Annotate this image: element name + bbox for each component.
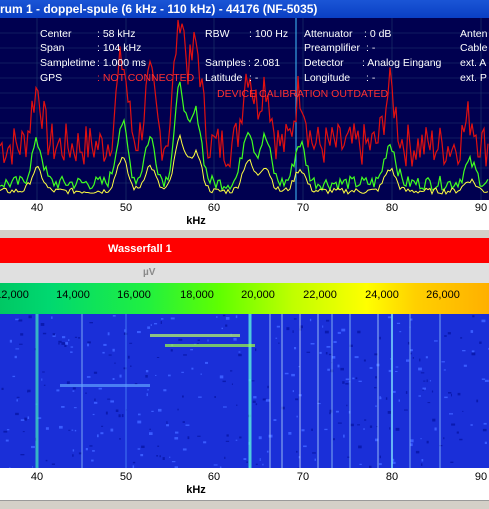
axis-tick: 70 xyxy=(297,202,309,214)
spectrum-plot[interactable]: Center : 58 kHz Span : 104 kHz Sampletim… xyxy=(0,18,489,200)
sampletime-value: : 1.000 ms xyxy=(97,57,146,70)
window-title: rum 1 - doppel-spule (6 kHz - 110 kHz) -… xyxy=(0,0,317,18)
span-label: Span xyxy=(40,42,65,55)
axis-tick: 40 xyxy=(31,202,43,214)
waterfall-display[interactable] xyxy=(0,314,489,468)
antenna-label: Anten xyxy=(460,28,487,41)
window-titlebar: rum 1 - doppel-spule (6 kHz - 110 kHz) -… xyxy=(0,0,489,18)
latitude-value: : - xyxy=(249,72,258,85)
axis-tick: 90 xyxy=(475,471,487,483)
attenuator-value: : 0 dB xyxy=(364,28,391,41)
samples-value: : 2.081 xyxy=(248,57,280,70)
scale-label: 26,000 xyxy=(426,289,460,301)
waterfall-unit-bar: µV xyxy=(0,263,489,283)
spectrum-traces xyxy=(0,18,489,200)
scale-label: 16,000 xyxy=(117,289,151,301)
span-value: : 104 kHz xyxy=(97,42,141,55)
axis-tick: 70 xyxy=(297,471,309,483)
axis-unit-label: kHz xyxy=(186,215,206,227)
longitude-value: : - xyxy=(366,72,375,85)
center-value: : 58 kHz xyxy=(97,28,136,41)
ext-p-label: ext. P xyxy=(460,72,487,85)
scale-label: 12,000 xyxy=(0,289,29,301)
scale-label: 24,000 xyxy=(365,289,399,301)
preamplifier-label: Preamplifier xyxy=(304,42,360,55)
panel-separator xyxy=(0,230,489,238)
ext-a-label: ext. A xyxy=(460,57,486,70)
detector-value: : Analog Eingang xyxy=(362,57,441,70)
axis-tick: 40 xyxy=(31,471,43,483)
spectrum-frequency-axis: 40 50 60 70 80 90 kHz xyxy=(0,200,489,230)
waterfall-header[interactable]: Wasserfall 1 xyxy=(0,238,489,263)
waterfall-unit-label: µV xyxy=(143,267,155,278)
scale-label: 18,000 xyxy=(180,289,214,301)
axis-tick: 60 xyxy=(208,202,220,214)
axis-tick: 90 xyxy=(475,202,487,214)
cable-label: Cable xyxy=(460,42,487,55)
axis-tick: 80 xyxy=(386,202,398,214)
scale-label: 20,000 xyxy=(241,289,275,301)
waterfall-image xyxy=(0,314,489,468)
scale-label: 14,000 xyxy=(56,289,90,301)
gps-value: : NOT CONNECTED xyxy=(97,72,194,85)
axis-tick: 80 xyxy=(386,471,398,483)
calibration-warning: DEVICE CALIBRATION OUTDATED xyxy=(217,88,388,101)
waterfall-color-scale: 12,000 14,000 16,000 18,000 20,000 22,00… xyxy=(0,283,489,314)
waterfall-frequency-axis: 40 50 60 70 80 90 kHz xyxy=(0,468,489,500)
attenuator-label: Attenuator xyxy=(304,28,352,41)
waterfall-title: Wasserfall 1 xyxy=(108,243,172,255)
detector-label: Detector xyxy=(304,57,344,70)
center-label: Center xyxy=(40,28,72,41)
axis-unit-label: kHz xyxy=(186,484,206,496)
sampletime-label: Sampletime xyxy=(40,57,95,70)
longitude-label: Longitude xyxy=(304,72,350,85)
scale-label: 22,000 xyxy=(303,289,337,301)
spectrum-grid xyxy=(0,18,489,200)
axis-tick: 60 xyxy=(208,471,220,483)
samples-label: Samples xyxy=(205,57,246,70)
gps-label: GPS xyxy=(40,72,62,85)
axis-tick: 50 xyxy=(120,202,132,214)
axis-tick: 50 xyxy=(120,471,132,483)
rbw-label: RBW xyxy=(205,28,230,41)
rbw-value: : 100 Hz xyxy=(249,28,288,41)
preamplifier-value: : - xyxy=(366,42,375,55)
latitude-label: Latitude xyxy=(205,72,242,85)
